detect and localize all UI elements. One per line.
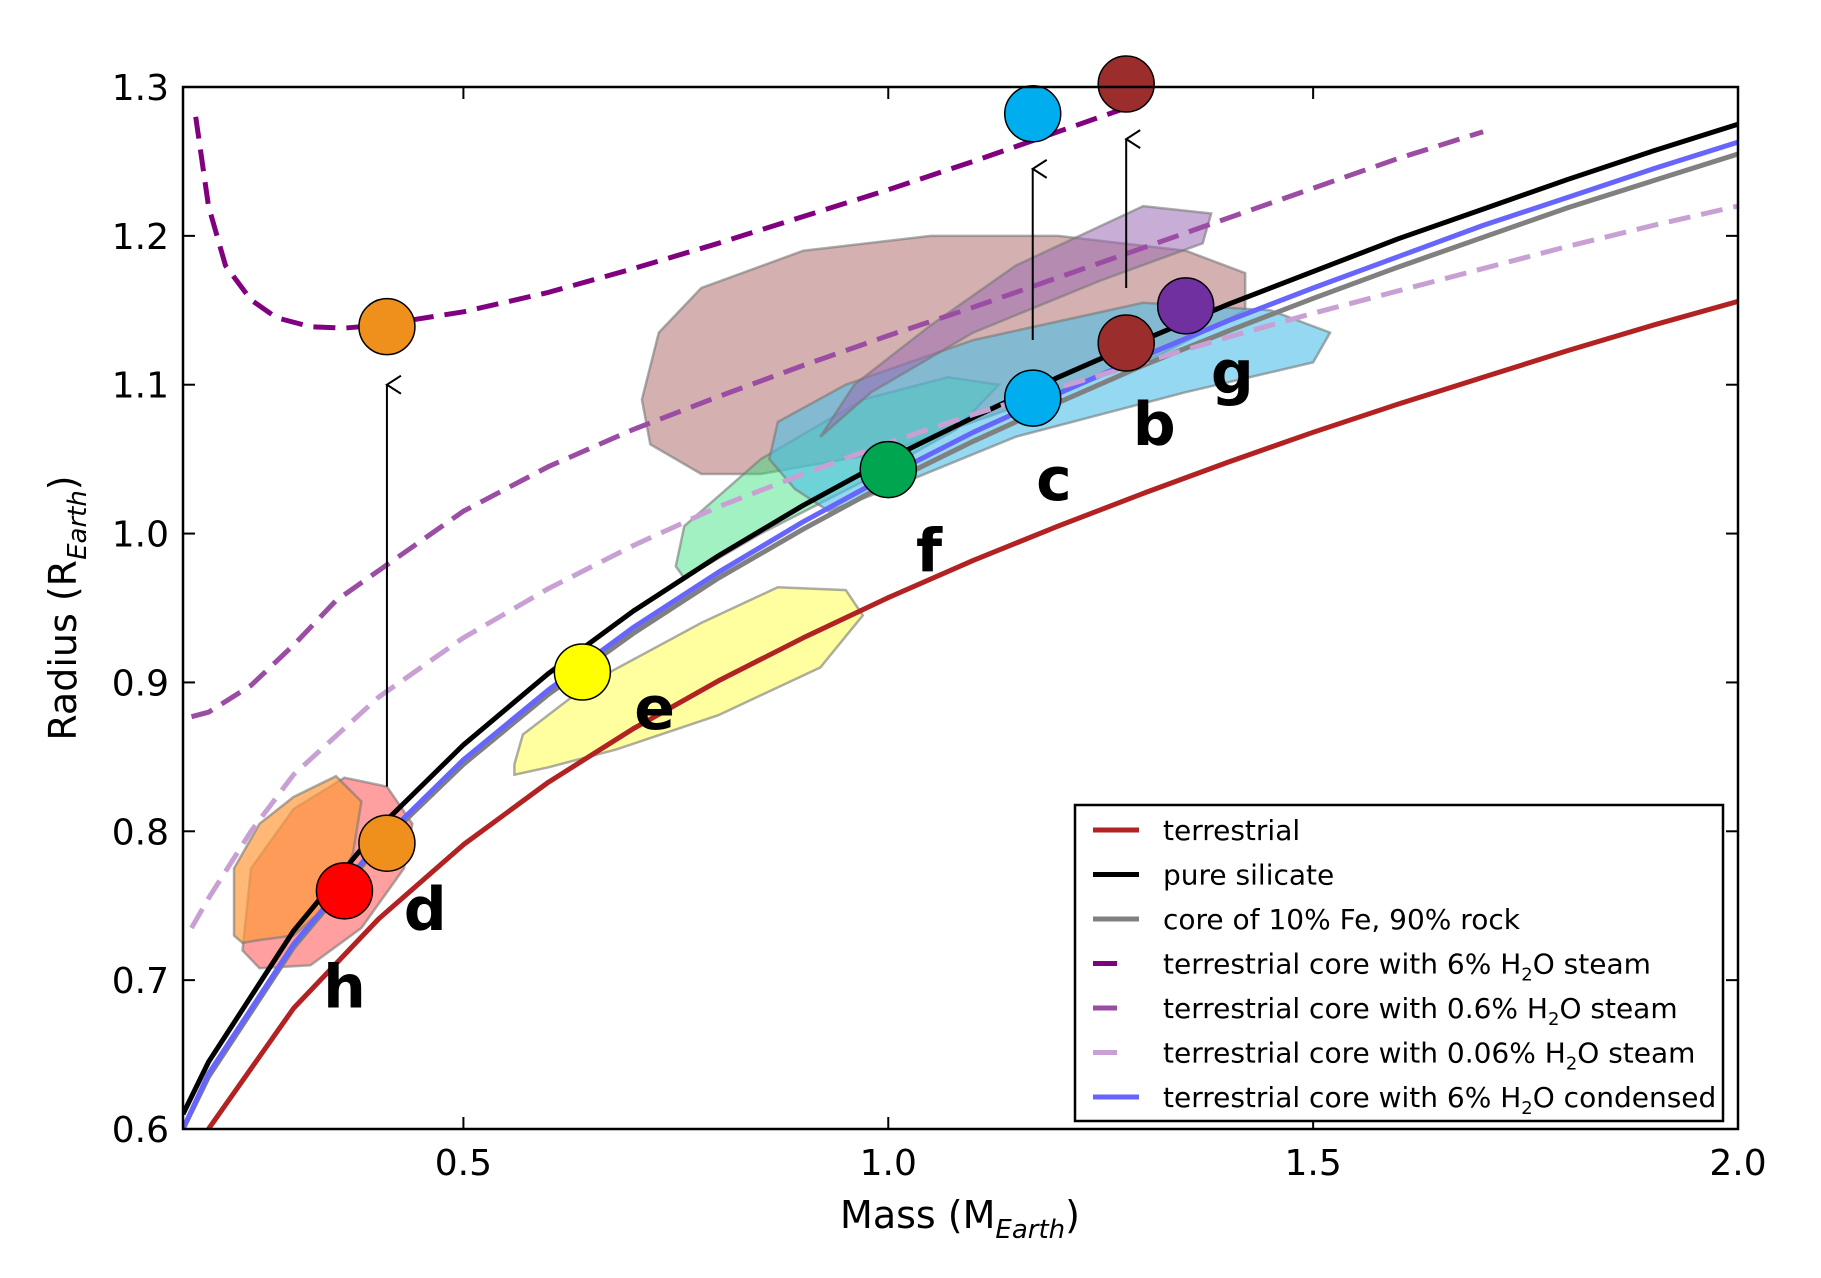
x-tick-label: 2.0: [1709, 1143, 1766, 1184]
legend-entry-label: core of 10% Fe, 90% rock: [1163, 903, 1521, 936]
y-axis-label-close: ): [41, 475, 85, 490]
planet-label-h: h: [323, 953, 366, 1023]
legend-entry-label: terrestrial core with 6% H2O steam: [1163, 948, 1651, 986]
x-tick-label: 1.0: [860, 1143, 917, 1184]
planet-label-c: c: [1036, 445, 1072, 515]
x-tick-label: 1.5: [1285, 1143, 1342, 1184]
y-axis-label-sub: Earth: [63, 490, 93, 560]
legend-entry-label: terrestrial core with 0.6% H2O steam: [1163, 992, 1678, 1030]
planet-d_steam: [358, 297, 416, 356]
y-axis-label-main: Radius (R: [41, 560, 85, 741]
legend-entry-label: pure silicate: [1163, 859, 1334, 892]
legend-entry-label: terrestrial core with 0.06% H2O steam: [1163, 1037, 1695, 1075]
legend: terrestrial pure silicate core of 10% Fe, …: [1073, 803, 1725, 1123]
planet-b: [1097, 314, 1155, 372]
planet-label-e: e: [634, 674, 675, 744]
curve-steam6: [193, 99, 1145, 331]
planet-e: [553, 643, 612, 701]
legend-entry-subscript: 2: [1521, 1098, 1532, 1119]
y-tick-label: 1.2: [112, 217, 169, 258]
legend-entry-label: terrestrial core with 6% H2O condensed: [1163, 1081, 1716, 1119]
x-axis-label-sub: Earth: [995, 1215, 1065, 1245]
planet-markers: [315, 55, 1215, 920]
planet-g: [1156, 277, 1215, 335]
steam-arrows: [385, 129, 1141, 787]
planet-d: [358, 814, 416, 872]
legend-entry-text: terrestrial core with 0.6% H: [1163, 992, 1548, 1025]
legend-entry-text-end: O steam: [1559, 992, 1677, 1025]
plot-frame: [181, 85, 1740, 1131]
curve-silicate: [183, 121, 1738, 1116]
axis-ticks: 0.5 1.0 1.5 2.0 0.6 0.7 0.8 0.9 1.0 1.1 1.2 1.3: [112, 68, 1767, 1184]
region-g: [819, 204, 1213, 438]
planet-f: [859, 440, 918, 499]
planet-c_steam: [1003, 85, 1062, 143]
legend-entry-subscript: 2: [1521, 965, 1532, 986]
x-axis-label: Mass (MEarth): [840, 1193, 1080, 1245]
y-axis-label: Radius (REarth): [41, 475, 93, 740]
legend-entry-text: terrestrial core with 6% H: [1163, 1081, 1521, 1114]
y-tick-label: 0.8: [112, 812, 169, 853]
legend-entry-text: terrestrial core with 0.06% H: [1163, 1037, 1566, 1070]
y-tick-label: 1.0: [112, 515, 169, 556]
planet-label-g: g: [1211, 338, 1254, 408]
x-axis-label-close: ): [1065, 1193, 1080, 1237]
legend-entry-text: pure silicate: [1163, 859, 1334, 892]
x-axis-label-main: Mass (M: [840, 1193, 995, 1237]
curve-terrestrial: [206, 298, 1738, 1129]
x-tick-label: 0.5: [435, 1143, 492, 1184]
legend-entry-text: terrestrial: [1163, 814, 1300, 847]
y-tick-label: 0.7: [112, 961, 169, 1002]
planet-labels: hd e f cbg: [323, 338, 1254, 1023]
y-tick-label: 1.3: [112, 68, 169, 109]
y-tick-label: 0.6: [112, 1110, 169, 1151]
legend-entry-subscript: 2: [1566, 1054, 1577, 1075]
planet-h: [315, 862, 374, 920]
planet-b_steam: [1097, 55, 1155, 113]
legend-entry-text-end: O steam: [1533, 948, 1651, 981]
planet-label-f: f: [916, 516, 943, 586]
legend-entry-text-end: O steam: [1577, 1037, 1695, 1070]
legend-entry-label: terrestrial: [1163, 814, 1300, 847]
legend-entry-text-end: O condensed: [1533, 1081, 1717, 1114]
legend-entry-text: terrestrial core with 6% H: [1163, 948, 1521, 981]
planet-c: [1003, 369, 1062, 427]
legend-entry-subscript: 2: [1548, 1009, 1559, 1030]
y-tick-label: 1.1: [112, 366, 169, 407]
curve-steam06: [190, 129, 1484, 720]
planet-label-d: d: [404, 875, 447, 945]
legend-box: [1073, 803, 1725, 1123]
y-tick-label: 0.9: [112, 663, 169, 704]
planet-label-b: b: [1133, 390, 1176, 460]
legend-entry-text: core of 10% Fe, 90% rock: [1163, 903, 1521, 936]
